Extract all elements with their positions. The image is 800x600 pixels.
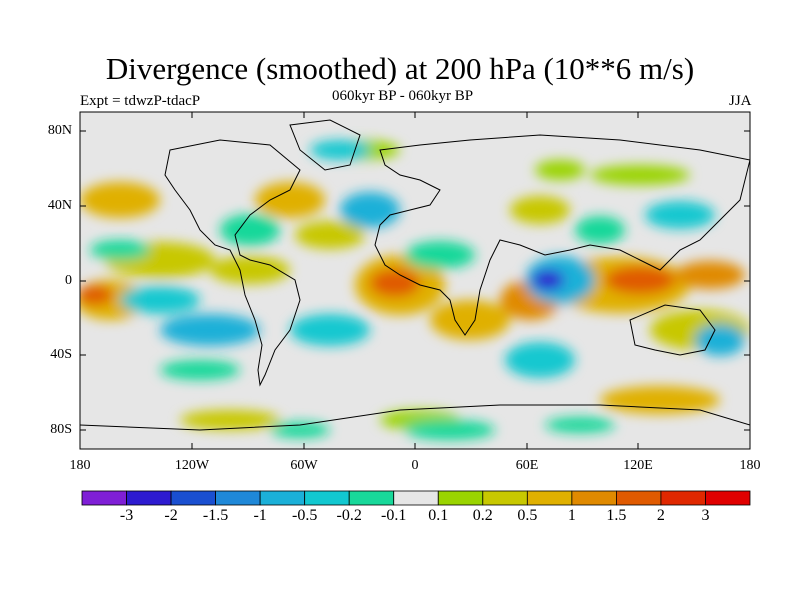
colorbar-tick-label: -1.5 (202, 507, 229, 524)
lon-label-120w: 120W (174, 458, 210, 473)
colorbar-tick-label: 1 (567, 507, 576, 524)
period-label: 060kyr BP - 060kyr BP (332, 88, 474, 104)
colorbar-tick-label: 1.5 (606, 507, 627, 524)
colorbar-swatch (304, 490, 350, 506)
coastlines (80, 119, 750, 431)
lat-label-80n: 80N (47, 123, 72, 138)
colorbar-swatch (437, 490, 484, 506)
colorbar-tick-label: -0.2 (336, 507, 362, 524)
lat-label-80s: 80S (50, 422, 72, 437)
colorbar-tick-label: -0.5 (291, 507, 318, 524)
colorbar-swatch (126, 490, 172, 506)
colorbar-tick-label: -2 (164, 507, 178, 524)
axis-ticks (80, 112, 750, 449)
colorbar-swatch (526, 490, 573, 506)
colorbar-tick-label: 0.2 (472, 507, 493, 524)
colorbar-swatch (81, 490, 127, 506)
colorbar-swatch (616, 490, 662, 506)
colorbar-swatch (571, 490, 617, 506)
colorbar-swatch (348, 490, 395, 506)
lon-label-60e: 60E (515, 458, 539, 473)
experiment-label: Expt = tdwzP-tdacP (80, 93, 201, 109)
colorbar-tick-label: -0.1 (381, 507, 407, 524)
colorbar-tick-label: 3 (701, 507, 710, 524)
chart-title: Divergence (smoothed) at 200 hPa (10**6 … (105, 51, 695, 86)
lon-label-120e: 120E (623, 458, 653, 473)
lon-label-60w: 60W (290, 458, 318, 473)
colorbar-swatch (482, 490, 528, 506)
colorbar-swatch (259, 490, 306, 506)
colorbar-swatch (393, 490, 439, 506)
lon-label-180e: 180 (739, 458, 761, 473)
colorbar-swatch (660, 490, 706, 506)
colorbar-swatch (170, 490, 216, 506)
colorbar-tick-label: -1 (253, 507, 267, 524)
colorbar-tick-label: -3 (119, 507, 134, 524)
colorbar-swatch (705, 490, 751, 506)
season-label: JJA (729, 93, 752, 109)
lat-label-40s: 40S (50, 347, 72, 362)
colorbar-swatch (215, 490, 261, 506)
colorbar-tick-label: 0.5 (517, 507, 538, 524)
field-patches (80, 140, 750, 440)
colorbar (81, 490, 751, 506)
lat-label-0: 0 (65, 273, 72, 288)
lon-label-180w: 180 (69, 458, 91, 473)
lat-label-40n: 40N (47, 198, 72, 213)
lon-label-0: 0 (411, 458, 419, 473)
colorbar-tick-label: 0.1 (428, 507, 449, 524)
colorbar-tick-label: 2 (656, 507, 665, 524)
